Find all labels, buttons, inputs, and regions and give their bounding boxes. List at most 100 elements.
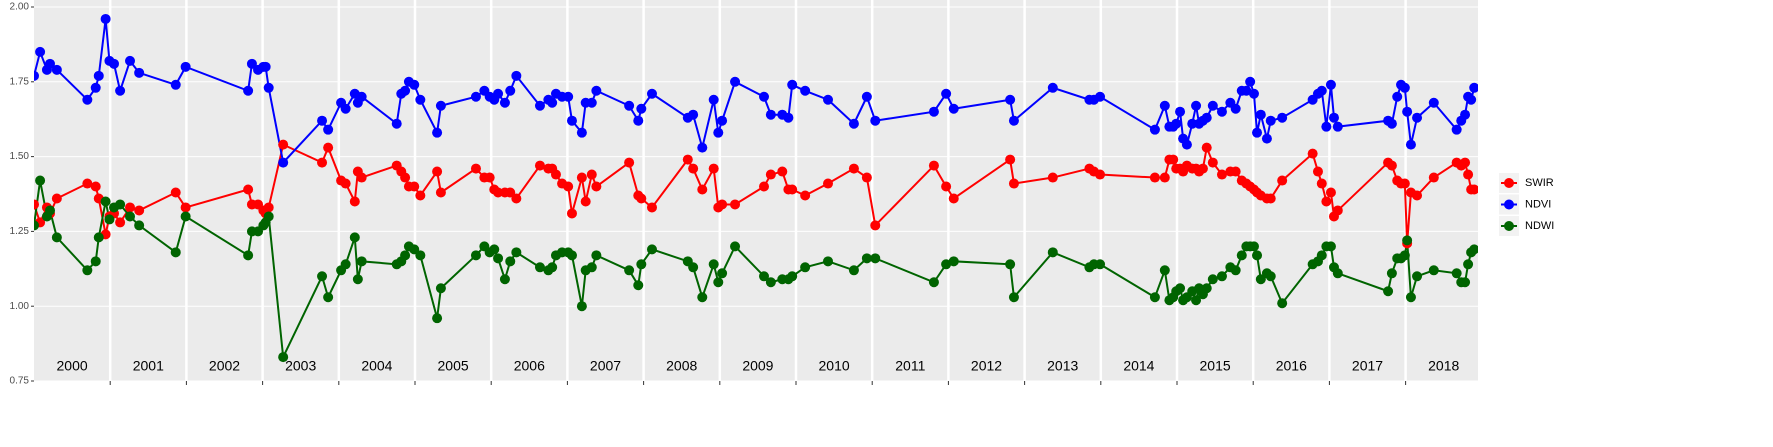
- point: [566, 115, 577, 126]
- point: [1460, 157, 1471, 168]
- point: [1463, 169, 1474, 180]
- point: [1197, 163, 1208, 174]
- point: [636, 259, 647, 270]
- point: [586, 97, 597, 108]
- point: [34, 220, 39, 231]
- point: [170, 187, 181, 198]
- point: [563, 91, 574, 102]
- point: [870, 220, 881, 231]
- point: [34, 199, 39, 210]
- legend-label: SWIR: [1525, 177, 1554, 189]
- point: [730, 241, 741, 252]
- point: [1187, 118, 1198, 129]
- point: [1245, 76, 1256, 87]
- year-label: 2005: [438, 358, 469, 374]
- point: [1316, 85, 1327, 96]
- point: [51, 232, 62, 243]
- point: [349, 196, 360, 207]
- point: [1207, 274, 1218, 285]
- point: [1277, 112, 1288, 123]
- point: [563, 181, 574, 192]
- point: [1261, 133, 1272, 144]
- point: [1008, 292, 1019, 303]
- point: [1469, 184, 1478, 195]
- point: [323, 142, 334, 153]
- point: [470, 91, 481, 102]
- point: [340, 178, 351, 189]
- point: [1325, 79, 1336, 90]
- point: [1460, 109, 1471, 120]
- point: [125, 211, 136, 222]
- y-tick-label: 1.00: [10, 301, 30, 312]
- point: [317, 115, 328, 126]
- point: [435, 187, 446, 198]
- point: [576, 127, 587, 138]
- point: [941, 88, 952, 99]
- point: [717, 199, 728, 210]
- point: [134, 67, 145, 78]
- point: [1412, 190, 1423, 201]
- point: [409, 244, 420, 255]
- point: [100, 196, 111, 207]
- point: [1216, 169, 1227, 180]
- point: [1252, 250, 1263, 261]
- y-tick-label: 2.00: [10, 2, 30, 13]
- point: [1469, 82, 1478, 93]
- point: [1402, 235, 1413, 246]
- point: [493, 253, 504, 264]
- point: [511, 70, 522, 81]
- point: [1307, 148, 1318, 159]
- point: [1277, 298, 1288, 309]
- legend-label: NDVI: [1525, 198, 1551, 210]
- point: [800, 190, 811, 201]
- point: [1201, 112, 1212, 123]
- point: [115, 217, 126, 228]
- point: [861, 91, 872, 102]
- point: [730, 199, 741, 210]
- year-label: 2010: [819, 358, 850, 374]
- year-label: 2006: [514, 358, 545, 374]
- point: [90, 181, 101, 192]
- point: [356, 91, 367, 102]
- point: [104, 214, 115, 225]
- point: [713, 127, 724, 138]
- point: [576, 172, 587, 183]
- point: [1201, 142, 1212, 153]
- point: [870, 115, 881, 126]
- legend-marker: [1504, 199, 1514, 210]
- point: [870, 253, 881, 264]
- point: [125, 202, 136, 213]
- point: [787, 79, 798, 90]
- point: [1325, 187, 1336, 198]
- point: [260, 61, 271, 72]
- point: [1149, 172, 1160, 183]
- point: [1386, 118, 1397, 129]
- point: [323, 292, 334, 303]
- point: [730, 76, 741, 87]
- point: [759, 91, 770, 102]
- point: [243, 250, 254, 261]
- point: [1328, 112, 1339, 123]
- point: [1191, 295, 1202, 306]
- point: [948, 193, 959, 204]
- year-label: 2012: [971, 358, 1002, 374]
- point: [646, 202, 657, 213]
- point: [35, 175, 46, 186]
- point: [470, 250, 481, 261]
- point: [100, 13, 111, 24]
- point: [823, 94, 834, 105]
- point: [1230, 103, 1241, 114]
- point: [246, 58, 257, 69]
- point: [317, 271, 328, 282]
- point: [1008, 115, 1019, 126]
- point: [1451, 124, 1462, 135]
- point: [682, 154, 693, 165]
- point: [499, 97, 510, 108]
- point: [34, 70, 39, 81]
- point: [180, 202, 191, 213]
- point: [1230, 166, 1241, 177]
- point: [861, 253, 872, 264]
- point: [759, 271, 770, 282]
- point: [1332, 121, 1343, 132]
- point: [823, 178, 834, 189]
